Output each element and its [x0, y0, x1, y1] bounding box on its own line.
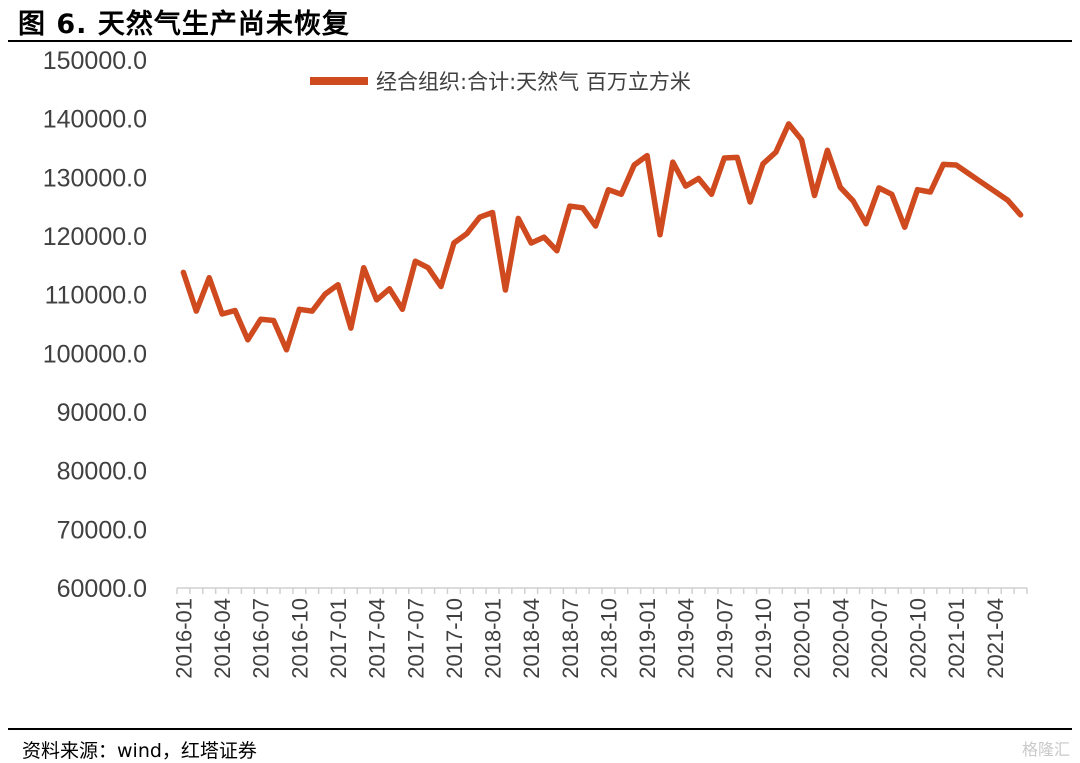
x-tick-label: 2018-07	[558, 598, 583, 679]
y-tick-label: 140000.0	[43, 106, 147, 134]
y-tick-label: 150000.0	[43, 47, 147, 75]
x-tick-label: 2018-01	[481, 598, 506, 679]
series-line-0	[180, 121, 1024, 353]
y-tick-label: 90000.0	[57, 399, 147, 427]
x-tick-label: 2017-10	[442, 598, 467, 679]
legend: 经合组织:合计:天然气 百万立方米	[310, 70, 691, 94]
x-tick-label: 2019-10	[751, 598, 776, 679]
x-tick-label: 2017-04	[365, 598, 390, 679]
x-tick-label: 2019-01	[635, 598, 660, 679]
y-tick-label: 70000.0	[57, 516, 147, 544]
y-axis: 150000.0 140000.0 130000.0 120000.0 110000.0…	[43, 47, 147, 603]
x-tick-label: 2020-01	[790, 598, 815, 679]
legend-label: 经合组织:合计:天然气 百万立方米	[376, 70, 691, 94]
x-tick-label: 2021-04	[983, 598, 1008, 679]
x-tick-label: 2016-07	[249, 598, 274, 679]
x-tick-label: 2016-01	[171, 598, 196, 679]
watermark: 格隆汇	[1021, 740, 1070, 759]
x-tick-label: 2019-04	[674, 598, 699, 679]
x-tick-label: 2020-04	[828, 598, 853, 679]
figure-header: 图 6. 天然气生产尚未恢复	[8, 0, 1072, 42]
x-axis: 2016-01 2016-04 2016-07 2016-10 2017-01 2017-…	[171, 587, 1028, 679]
x-tick-label: 2018-10	[596, 598, 621, 679]
y-tick-label: 120000.0	[43, 223, 147, 251]
x-tick-label: 2020-07	[867, 598, 892, 679]
series-layer	[180, 121, 1024, 353]
x-tick-label: 2016-04	[210, 598, 235, 679]
y-tick-label: 130000.0	[43, 164, 147, 192]
y-tick-label: 60000.0	[57, 575, 147, 603]
source-note: 资料来源：wind，红塔证券	[22, 740, 257, 762]
figure-footer-rule	[8, 728, 1072, 730]
y-tick-label: 110000.0	[45, 282, 147, 310]
x-tick-label: 2016-10	[287, 598, 312, 679]
x-tick-label: 2018-04	[519, 598, 544, 679]
x-tick-label: 2017-07	[403, 598, 428, 679]
x-tick-label: 2020-10	[906, 598, 931, 679]
x-tick-label: 2017-01	[326, 598, 351, 679]
figure-title: 图 6. 天然气生产尚未恢复	[18, 9, 350, 40]
x-tick-label: 2021-01	[944, 598, 969, 679]
y-tick-label: 80000.0	[57, 458, 147, 486]
x-tick-label: 2019-07	[712, 598, 737, 679]
y-tick-label: 100000.0	[43, 340, 147, 368]
